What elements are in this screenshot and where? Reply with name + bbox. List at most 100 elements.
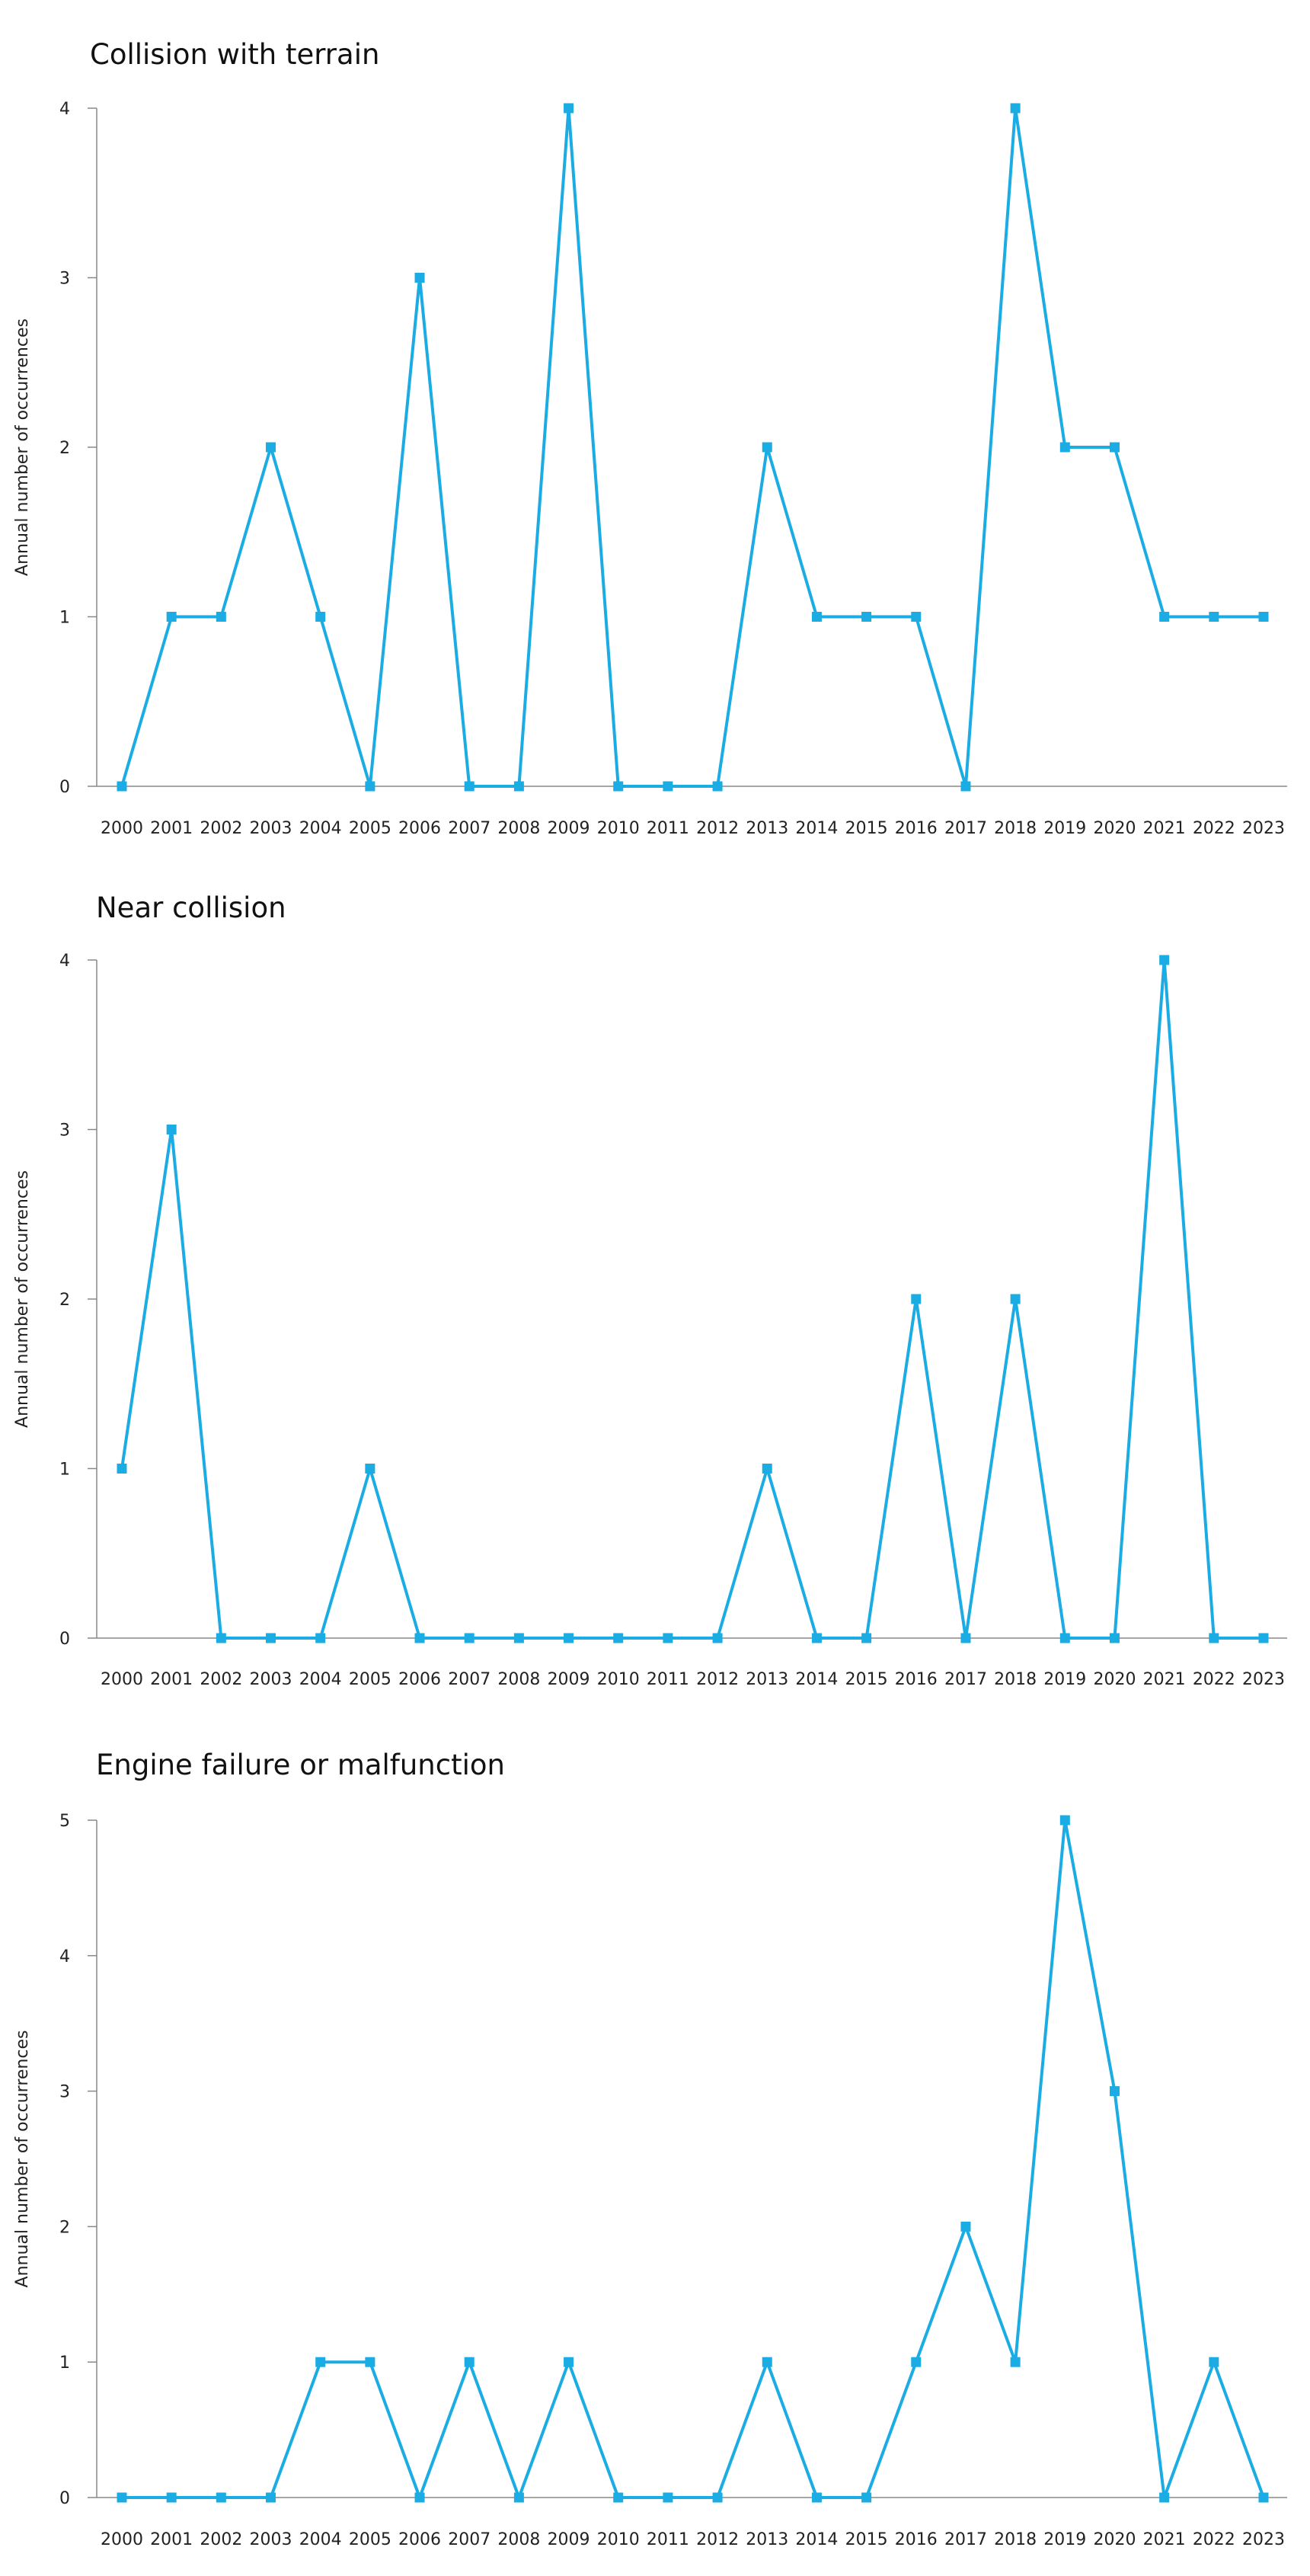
data-point-marker: [663, 781, 673, 792]
x-tick-label: 2003: [250, 2530, 292, 2549]
data-point-marker: [414, 273, 425, 283]
data-point-marker: [365, 1464, 375, 1474]
data-point-marker: [861, 612, 872, 622]
data-point-marker: [166, 2492, 177, 2503]
x-tick-label: 2007: [448, 2530, 490, 2549]
x-tick-label: 2001: [150, 2530, 193, 2549]
x-tick-label: 2008: [497, 1670, 540, 1689]
y-tick-label: 4: [59, 100, 70, 119]
x-tick-label: 2014: [795, 1670, 838, 1689]
x-tick-label: 2014: [795, 2530, 838, 2549]
x-tick-label: 2016: [895, 819, 938, 838]
x-tick-label: 2003: [250, 1670, 292, 1689]
data-point-marker: [1109, 1633, 1120, 1643]
data-point-marker: [1010, 1294, 1021, 1304]
data-point-marker: [613, 1633, 624, 1643]
data-point-marker: [1159, 955, 1170, 965]
x-tick-label: 2023: [1242, 2530, 1285, 2549]
x-tick-label: 2013: [746, 819, 788, 838]
x-tick-label: 2005: [349, 1670, 391, 1689]
x-tick-label: 2015: [845, 819, 888, 838]
data-point-marker: [613, 2492, 624, 2503]
data-point-marker: [1059, 442, 1070, 453]
x-tick-label: 2004: [299, 2530, 342, 2549]
chart-svg: 0 1 2 3 4 Annual number of occurrences 2000 200…: [13, 952, 1287, 1689]
x-tick-label: 2019: [1043, 819, 1086, 838]
data-point-marker: [414, 2492, 425, 2503]
data-point-marker: [216, 2492, 226, 2503]
x-tick-label: 2001: [150, 1670, 193, 1689]
data-point-marker: [1258, 612, 1269, 622]
x-tick-label: 2022: [1193, 2530, 1235, 2549]
x-tick-label: 2012: [696, 819, 739, 838]
x-tick-label: 2010: [597, 2530, 640, 2549]
x-tick-label: 2023: [1242, 819, 1285, 838]
data-point-marker: [712, 1633, 723, 1643]
data-point-marker: [513, 2492, 524, 2503]
data-point-marker: [315, 612, 326, 622]
data-point-marker: [613, 781, 624, 792]
data-point-marker: [216, 612, 226, 622]
x-tick-label: 2021: [1143, 819, 1186, 838]
data-point-marker: [1059, 1633, 1070, 1643]
data-point-marker: [564, 1633, 574, 1643]
x-tick-label: 2000: [101, 1670, 143, 1689]
data-point-marker: [911, 2357, 922, 2367]
x-tick-label: 2005: [349, 819, 391, 838]
y-tick-label: 3: [59, 1122, 70, 1141]
y-axis-label: Annual number of occurrences: [13, 318, 32, 576]
x-tick-label: 2013: [746, 1670, 788, 1689]
x-tick-label: 2011: [647, 819, 689, 838]
y-tick-label: 3: [59, 270, 70, 289]
x-tick-label: 2002: [200, 2530, 242, 2549]
data-point-marker: [117, 781, 127, 792]
data-point-marker: [166, 1125, 177, 1134]
y-axis-label: Annual number of occurrences: [13, 2030, 32, 2288]
data-point-marker: [564, 2357, 574, 2367]
data-point-marker: [811, 1633, 822, 1643]
x-tick-label: 2017: [944, 1670, 987, 1689]
x-tick-label: 2016: [895, 1670, 938, 1689]
data-point-marker: [513, 781, 524, 792]
series-line: [120, 958, 1264, 1640]
x-tick-label: 2011: [647, 2530, 689, 2549]
x-tick-label: 2018: [994, 1670, 1037, 1689]
x-tick-label: 2018: [994, 819, 1037, 838]
data-point-marker: [365, 781, 375, 792]
data-point-marker: [861, 2492, 872, 2503]
x-tick-label: 2000: [101, 2530, 143, 2549]
y-tick-label: 1: [59, 2354, 70, 2373]
data-point-marker: [811, 612, 822, 622]
data-point-marker: [315, 2357, 326, 2367]
x-tick-label: 2005: [349, 2530, 391, 2549]
x-tick-label: 2019: [1043, 2530, 1086, 2549]
x-tick-label: 2008: [497, 2530, 540, 2549]
data-point-marker: [811, 2492, 822, 2503]
x-tick-label: 2015: [845, 2530, 888, 2549]
data-point-marker: [663, 1633, 673, 1643]
y-tick-label: 1: [59, 1461, 70, 1480]
x-tick-label: 2001: [150, 819, 193, 838]
x-tick-label: 2004: [299, 819, 342, 838]
data-point-marker: [762, 442, 772, 453]
series-line: [120, 107, 1264, 788]
x-tick-label: 2012: [696, 1670, 739, 1689]
data-point-marker: [266, 1633, 276, 1643]
chart-near-collision: 0 1 2 3 4 Annual number of occurrences 2000 200…: [0, 850, 1310, 1707]
x-tick-label: 2012: [696, 2530, 739, 2549]
data-point-marker: [315, 1633, 326, 1643]
data-point-marker: [365, 2357, 375, 2367]
data-point-marker: [1010, 103, 1021, 114]
data-point-marker: [1109, 2086, 1120, 2097]
data-point-marker: [266, 442, 276, 453]
data-point-marker: [1159, 2492, 1170, 2503]
data-point-marker: [464, 781, 474, 792]
x-tick-label: 2019: [1043, 1670, 1086, 1689]
data-point-marker: [762, 2357, 772, 2367]
chart-engine-failure-or-malfunction: 0 1 2 3 4 5 Annual number of occurrences 2000 20…: [0, 1707, 1310, 2576]
x-tick-label: 2006: [398, 819, 441, 838]
data-point-marker: [1209, 612, 1219, 622]
x-tick-label: 2009: [548, 2530, 590, 2549]
y-tick-label: 4: [59, 1947, 70, 1966]
data-point-marker: [960, 781, 971, 792]
